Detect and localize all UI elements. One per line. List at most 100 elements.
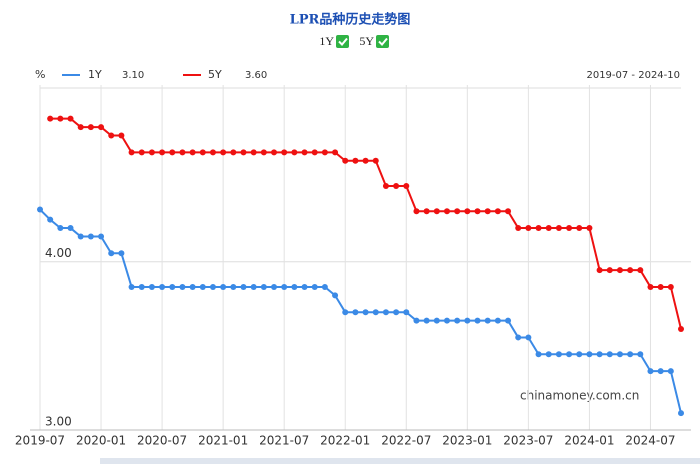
data-point — [586, 351, 593, 358]
data-point — [47, 115, 54, 122]
data-point — [647, 283, 654, 290]
data-point — [443, 317, 450, 324]
data-point — [57, 115, 64, 122]
data-point — [454, 317, 461, 324]
legend-label: 5Y — [208, 68, 222, 81]
data-point — [189, 283, 196, 290]
data-point — [555, 225, 562, 232]
data-point — [454, 208, 461, 215]
data-point — [525, 334, 532, 341]
data-point — [403, 309, 410, 316]
data-point — [596, 351, 603, 358]
data-point — [98, 233, 105, 240]
data-point — [586, 225, 593, 232]
data-point — [505, 208, 512, 215]
x-tick-label: 2024-01 — [564, 434, 614, 448]
data-point — [545, 225, 552, 232]
data-point — [169, 149, 176, 156]
data-point — [474, 317, 481, 324]
data-point — [281, 149, 288, 156]
data-point — [627, 267, 634, 274]
data-point — [220, 283, 227, 290]
data-point — [576, 225, 583, 232]
checkbox[interactable] — [376, 35, 389, 48]
series-line — [39, 208, 682, 414]
data-point — [291, 149, 298, 156]
data-point — [606, 267, 613, 274]
toggle-label[interactable]: 1Y — [319, 34, 334, 48]
data-point — [403, 182, 410, 189]
data-point — [87, 233, 94, 240]
data-point — [128, 283, 135, 290]
data-point — [108, 132, 115, 139]
legend-label: 1Y — [88, 68, 102, 81]
data-point — [108, 250, 115, 257]
data-point — [566, 225, 573, 232]
data-point — [118, 132, 125, 139]
data-point — [271, 149, 278, 156]
data-point — [627, 351, 634, 358]
x-tick-label: 2021-01 — [198, 434, 248, 448]
data-point — [332, 149, 339, 156]
data-point — [637, 351, 644, 358]
data-point — [433, 317, 440, 324]
data-point — [159, 283, 166, 290]
data-point — [311, 149, 318, 156]
data-point — [199, 149, 206, 156]
data-point — [342, 157, 349, 164]
data-point — [260, 283, 267, 290]
toggle-5y[interactable]: 5Y — [359, 34, 389, 48]
scrollbar[interactable] — [100, 458, 700, 464]
data-point — [464, 208, 471, 215]
data-point — [484, 317, 491, 324]
x-tick-label: 2019-07 — [15, 434, 65, 448]
data-point — [260, 149, 267, 156]
data-point — [148, 283, 155, 290]
data-point — [545, 351, 552, 358]
data-point — [667, 368, 674, 375]
data-point — [382, 182, 389, 189]
data-point — [647, 368, 654, 375]
data-point — [423, 317, 430, 324]
data-point — [413, 208, 420, 215]
data-point — [148, 149, 155, 156]
data-point — [189, 149, 196, 156]
data-point — [606, 351, 613, 358]
data-point — [179, 283, 186, 290]
data-point — [596, 267, 603, 274]
data-point — [515, 225, 522, 232]
data-point — [525, 225, 532, 232]
toggle-label[interactable]: 5Y — [359, 34, 374, 48]
x-tick-label: 2023-07 — [503, 434, 553, 448]
data-point — [382, 309, 389, 316]
checkbox[interactable] — [336, 35, 349, 48]
date-range: 2019-07 - 2024-10 — [586, 70, 680, 81]
data-point — [138, 149, 145, 156]
data-point — [209, 149, 216, 156]
check-icon — [338, 37, 348, 46]
check-icon — [378, 37, 388, 46]
data-point — [250, 283, 257, 290]
data-point — [372, 309, 379, 316]
data-point — [98, 124, 105, 131]
data-point — [637, 267, 644, 274]
data-point — [535, 351, 542, 358]
data-point — [342, 309, 349, 316]
data-point — [250, 149, 257, 156]
data-point — [240, 149, 247, 156]
data-point — [230, 149, 237, 156]
data-point — [352, 157, 359, 164]
data-point — [332, 292, 339, 299]
data-point — [311, 283, 318, 290]
data-point — [362, 157, 369, 164]
data-point — [433, 208, 440, 215]
data-point — [566, 351, 573, 358]
data-point — [77, 124, 84, 131]
data-point — [372, 157, 379, 164]
data-point — [47, 216, 54, 223]
data-point — [199, 283, 206, 290]
x-tick-label: 2024-07 — [625, 434, 675, 448]
toggle-1y[interactable]: 1Y — [319, 34, 349, 48]
legend-value: 3.10 — [122, 70, 144, 81]
data-point — [494, 317, 501, 324]
